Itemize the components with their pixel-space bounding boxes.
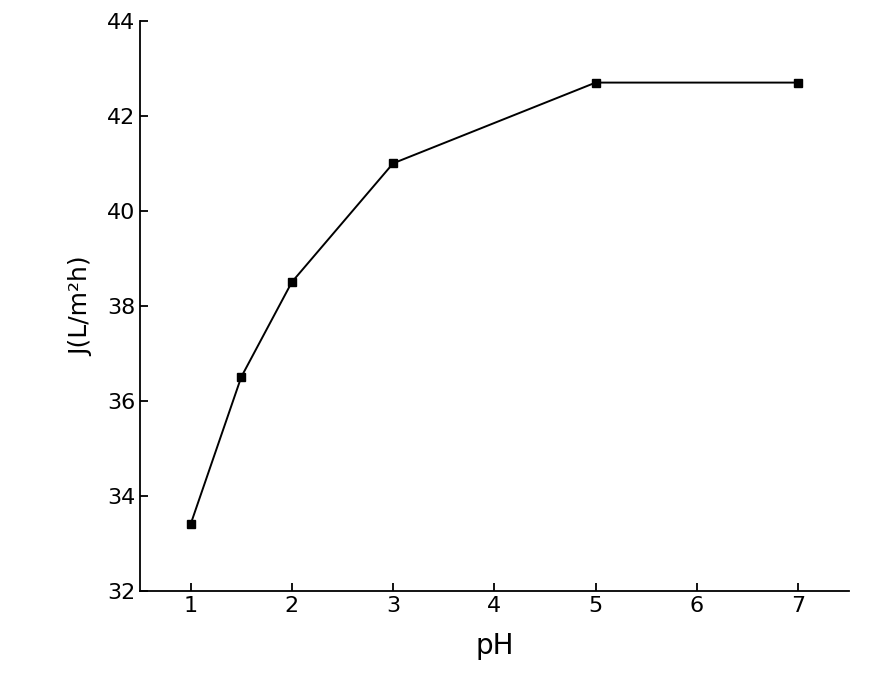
Y-axis label: J(L/m²h): J(L/m²h) — [69, 256, 93, 356]
X-axis label: pH: pH — [475, 632, 514, 660]
